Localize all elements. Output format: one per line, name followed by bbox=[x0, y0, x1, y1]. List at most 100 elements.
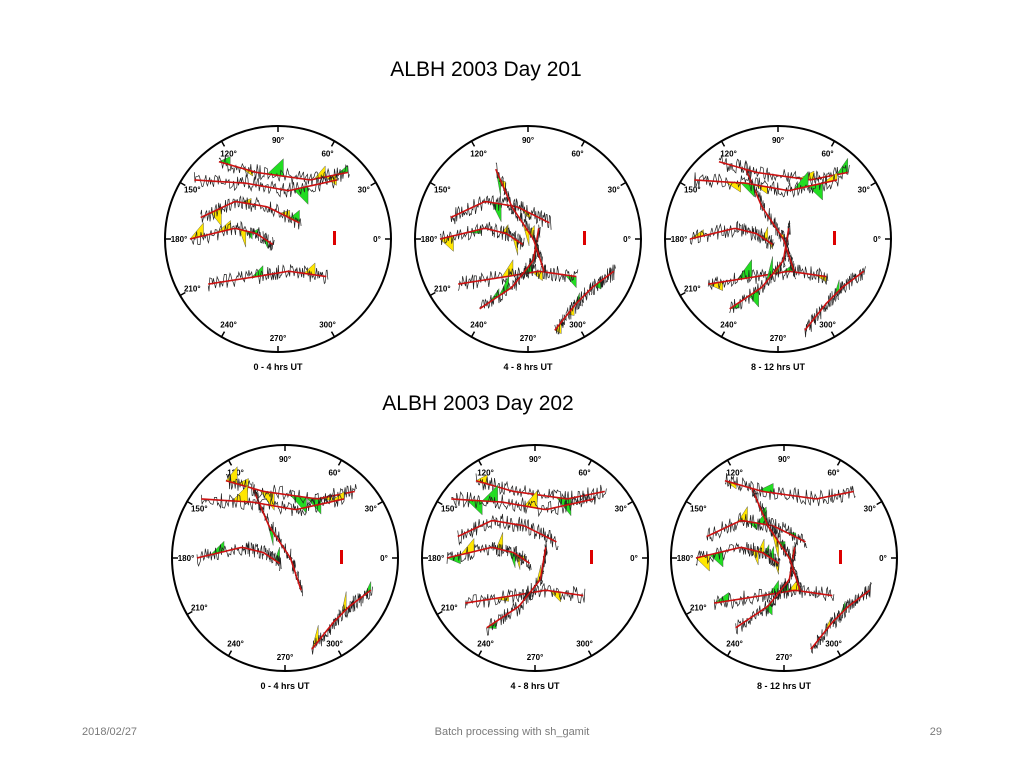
azimuth-tick bbox=[179, 181, 186, 187]
satellite-track bbox=[207, 262, 329, 292]
azimuth-tick bbox=[429, 291, 436, 297]
azimuth-label: 180° bbox=[428, 554, 445, 563]
track-line bbox=[194, 179, 338, 192]
residual-trace bbox=[706, 512, 808, 549]
azimuth-tick bbox=[620, 181, 627, 187]
azimuth-label: 60° bbox=[821, 149, 833, 158]
azimuth-label: 0° bbox=[879, 554, 887, 563]
horizon-circle bbox=[664, 125, 892, 353]
azimuth-label: 120° bbox=[477, 468, 494, 477]
azimuth-label: 90° bbox=[522, 136, 534, 145]
residual-trace bbox=[724, 473, 856, 507]
azimuth-tick bbox=[836, 459, 842, 466]
azimuth-tick bbox=[186, 610, 193, 616]
satellite-track bbox=[218, 155, 350, 187]
azimuth-label: 150° bbox=[684, 186, 701, 195]
azimuth-label: 30° bbox=[365, 505, 377, 514]
azimuth-label: 0° bbox=[623, 235, 631, 244]
satellite-track bbox=[693, 171, 839, 201]
azimuth-label: 300° bbox=[569, 321, 586, 330]
satellite-track bbox=[554, 264, 616, 335]
azimuth-label: 60° bbox=[321, 149, 333, 158]
satellite-track bbox=[439, 221, 525, 256]
residual-trace bbox=[196, 541, 282, 572]
satellite-track bbox=[225, 466, 357, 515]
time-window-caption: 8 - 12 hrs UT bbox=[757, 681, 812, 691]
azimuth-label: 270° bbox=[277, 653, 294, 662]
azimuth-tick bbox=[587, 650, 593, 657]
azimuth-tick bbox=[580, 331, 586, 338]
time-window-caption: 4 - 8 hrs UT bbox=[503, 362, 553, 372]
track-line bbox=[810, 589, 871, 650]
azimuth-label: 210° bbox=[184, 285, 201, 294]
azimuth-label: 270° bbox=[776, 653, 793, 662]
azimuth-label: 30° bbox=[858, 186, 870, 195]
track-line bbox=[450, 200, 550, 224]
azimuth-label: 180° bbox=[671, 235, 688, 244]
azimuth-label: 120° bbox=[220, 149, 237, 158]
track-line bbox=[252, 487, 302, 591]
azimuth-tick bbox=[876, 500, 883, 506]
track-line bbox=[225, 479, 355, 500]
track-line bbox=[724, 479, 854, 500]
azimuth-label: 270° bbox=[270, 334, 287, 343]
azimuth-tick bbox=[337, 650, 343, 657]
skyplot-day202-8-12: 90° 60° 30° 0° 300° 270° 240° 210° 180° 150° 120° 8… bbox=[670, 444, 898, 691]
azimuth-tick bbox=[436, 500, 443, 506]
track-line bbox=[735, 547, 796, 629]
satellite-track bbox=[728, 220, 791, 314]
azimuth-tick bbox=[726, 650, 732, 657]
azimuth-label: 90° bbox=[529, 455, 541, 464]
azimuth-label: 30° bbox=[864, 505, 876, 514]
track-line bbox=[446, 546, 531, 565]
track-line bbox=[718, 160, 848, 181]
track-line bbox=[694, 179, 838, 192]
azimuth-label: 150° bbox=[690, 505, 707, 514]
footer-date: 2018/02/27 bbox=[82, 726, 138, 738]
satellite-track bbox=[311, 581, 373, 655]
azimuth-tick bbox=[720, 331, 726, 338]
azimuth-label: 120° bbox=[726, 468, 743, 477]
track-line bbox=[311, 589, 372, 650]
satellite-track bbox=[713, 577, 835, 610]
azimuth-label: 0° bbox=[630, 554, 638, 563]
azimuth-tick bbox=[436, 610, 443, 616]
azimuth-tick bbox=[720, 140, 726, 147]
azimuth-tick bbox=[179, 291, 186, 297]
track-line bbox=[439, 227, 524, 246]
residual-trace bbox=[193, 172, 339, 198]
azimuth-tick bbox=[830, 331, 836, 338]
page-number: 29 bbox=[929, 726, 942, 738]
satellite-track bbox=[751, 487, 803, 594]
satellite-track bbox=[735, 542, 797, 635]
scale-bar bbox=[340, 550, 343, 564]
track-line bbox=[706, 519, 806, 543]
skyplot-day201-0-4: 90° 60° 30° 0° 300° 270° 240° 210° 180° 150° 120° 0… bbox=[164, 125, 392, 372]
satellite-track bbox=[196, 540, 282, 572]
track-line bbox=[208, 270, 327, 285]
azimuth-tick bbox=[836, 650, 842, 657]
time-window-caption: 0 - 4 hrs UT bbox=[260, 681, 310, 691]
residual-fill bbox=[239, 229, 246, 248]
track-line bbox=[695, 546, 780, 565]
time-window-caption: 0 - 4 hrs UT bbox=[253, 362, 303, 372]
residual-trace bbox=[713, 582, 835, 610]
satellite-track bbox=[193, 172, 339, 205]
azimuth-tick bbox=[627, 500, 634, 506]
residual-trace bbox=[693, 172, 839, 198]
azimuth-tick bbox=[220, 331, 226, 338]
title-day-201: ALBH 2003 Day 201 bbox=[390, 58, 582, 81]
azimuth-tick bbox=[227, 650, 233, 657]
skyplot-day201-8-12: 90° 60° 30° 0° 300° 270° 240° 210° 180° 150° 120° 8… bbox=[664, 125, 892, 372]
azimuth-label: 150° bbox=[441, 505, 458, 514]
azimuth-label: 270° bbox=[770, 334, 787, 343]
residual-trace bbox=[439, 221, 525, 250]
track-line bbox=[804, 270, 865, 331]
track-line bbox=[486, 547, 547, 629]
track-line bbox=[200, 200, 300, 224]
track-line bbox=[495, 168, 545, 272]
azimuth-label: 180° bbox=[171, 235, 188, 244]
azimuth-label: 150° bbox=[191, 505, 208, 514]
azimuth-tick bbox=[580, 140, 586, 147]
footer-title: Batch processing with sh_gamit bbox=[434, 726, 590, 738]
